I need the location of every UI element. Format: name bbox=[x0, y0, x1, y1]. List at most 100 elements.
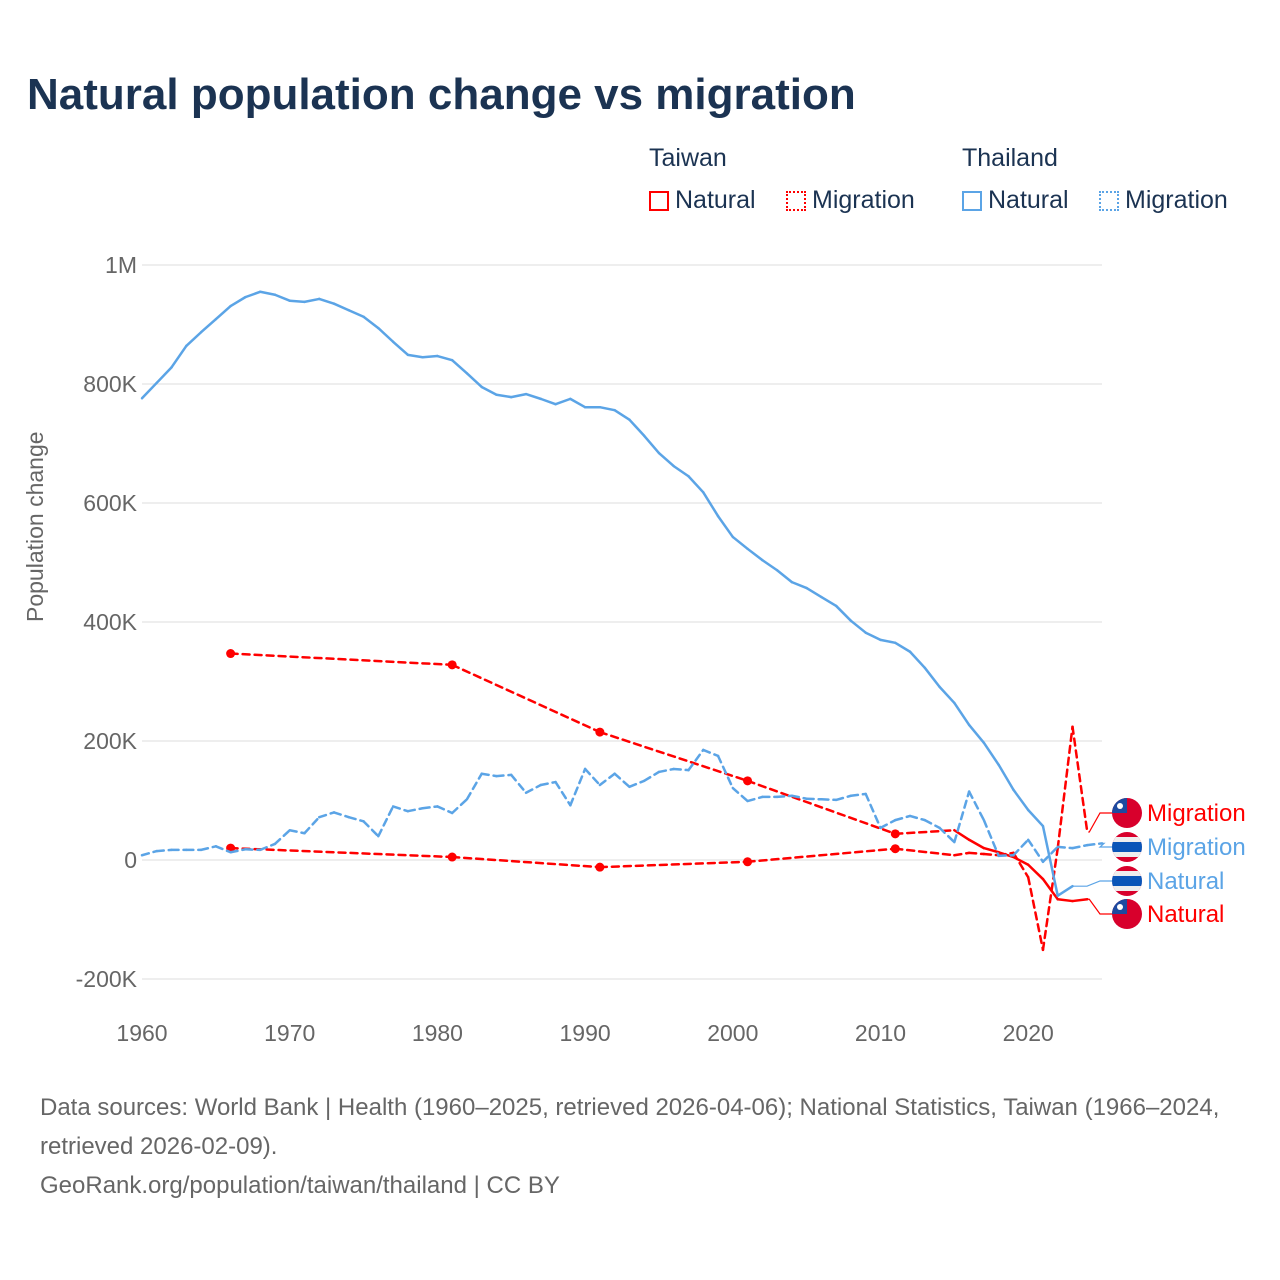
data-sources: Data sources: World Bank | Health (1960–… bbox=[40, 1094, 1220, 1160]
series-segment bbox=[214, 304, 232, 321]
chart-title: Natural population change vs migration bbox=[27, 70, 856, 119]
series-segment bbox=[1041, 846, 1059, 952]
series-segment bbox=[967, 851, 986, 856]
series-segment bbox=[923, 818, 941, 830]
series-segment bbox=[894, 814, 912, 822]
series-segment bbox=[229, 295, 247, 308]
series-segment bbox=[465, 772, 483, 801]
legend-taiwan-natural[interactable]: Natural bbox=[649, 186, 756, 215]
series-segment bbox=[185, 330, 203, 348]
series-segment bbox=[731, 786, 749, 803]
series-segment bbox=[362, 315, 380, 330]
series-segment bbox=[820, 798, 838, 802]
series-segment bbox=[805, 586, 823, 599]
series-segment bbox=[790, 580, 808, 590]
series-segment bbox=[524, 392, 543, 401]
solid-swatch-icon bbox=[962, 190, 982, 211]
y-tick-label: 800K bbox=[83, 371, 137, 397]
series-segment bbox=[140, 849, 159, 857]
series-segment bbox=[746, 547, 764, 562]
x-tick-label: 2020 bbox=[1003, 1020, 1054, 1046]
series-segment bbox=[953, 829, 971, 842]
series-segment bbox=[982, 741, 1000, 767]
series-segment bbox=[554, 397, 572, 406]
series-segment bbox=[967, 790, 986, 822]
series-segment bbox=[849, 619, 867, 634]
series-segment bbox=[982, 852, 1000, 857]
series-segment bbox=[805, 797, 823, 801]
series-segment bbox=[303, 815, 321, 835]
legend-thailand-migration[interactable]: Migration bbox=[1099, 186, 1228, 215]
y-tick-label: 600K bbox=[83, 490, 137, 516]
series-segment bbox=[465, 372, 483, 389]
series-segment bbox=[510, 392, 528, 399]
data-point bbox=[890, 844, 900, 854]
series-segment bbox=[834, 604, 853, 623]
series-segment bbox=[908, 814, 927, 822]
series-segment bbox=[598, 730, 749, 783]
series-segment bbox=[436, 354, 454, 362]
y-tick-label: 200K bbox=[83, 728, 137, 754]
series-segment bbox=[716, 754, 735, 790]
series-segment bbox=[258, 290, 277, 296]
end-label-thailand-natural: Natural bbox=[1073, 866, 1224, 896]
series-segment bbox=[1012, 788, 1030, 812]
leader-line bbox=[1088, 898, 1112, 915]
series-segment bbox=[967, 723, 986, 745]
series-segment bbox=[642, 770, 661, 783]
series-segment bbox=[229, 848, 247, 854]
series-segment bbox=[628, 779, 646, 789]
series-segment bbox=[288, 299, 306, 304]
series-segment bbox=[391, 340, 410, 357]
series-segment bbox=[598, 405, 616, 412]
series-taiwan-migration bbox=[226, 725, 1089, 952]
series-segment bbox=[569, 397, 587, 409]
x-tick-label: 1980 bbox=[412, 1020, 463, 1046]
series-segment bbox=[702, 748, 720, 758]
data-point bbox=[226, 649, 236, 659]
series-segment bbox=[790, 794, 808, 800]
data-point bbox=[447, 852, 457, 862]
credit-link[interactable]: GeoRank.org/population/taiwan/thailand |… bbox=[40, 1172, 560, 1199]
series-segment bbox=[347, 308, 365, 319]
series-segment bbox=[820, 595, 838, 608]
legend-group-thailand: Thailand bbox=[962, 144, 1058, 172]
series-segment bbox=[938, 685, 956, 705]
series-segment bbox=[332, 302, 351, 312]
legend-thailand-natural[interactable]: Natural bbox=[962, 186, 1069, 215]
dotted-swatch-icon bbox=[786, 190, 806, 211]
flag-blue bbox=[1112, 876, 1142, 886]
series-segment bbox=[273, 293, 291, 302]
series-segment bbox=[317, 297, 336, 305]
series-segment bbox=[672, 767, 690, 772]
series-segment bbox=[657, 767, 675, 774]
x-tick-label: 1970 bbox=[264, 1020, 315, 1046]
series-segment bbox=[997, 763, 1015, 792]
series-segment bbox=[332, 811, 351, 819]
series-segment bbox=[480, 385, 498, 396]
legend-label: Migration bbox=[1125, 186, 1228, 214]
footer: Data sources: World Bank | Health (1960–… bbox=[40, 1088, 1250, 1205]
series-segment bbox=[746, 779, 897, 836]
series-segment bbox=[317, 811, 336, 819]
series-segment bbox=[672, 464, 690, 478]
series-segment bbox=[288, 829, 306, 835]
series-segment bbox=[687, 474, 705, 494]
series-segment bbox=[1041, 824, 1059, 897]
series-segment bbox=[1071, 725, 1089, 834]
series-segment bbox=[495, 773, 513, 778]
series-thailand-natural bbox=[140, 290, 1074, 897]
leader-line bbox=[1088, 812, 1112, 833]
series-segment bbox=[613, 408, 631, 421]
solid-swatch-icon bbox=[649, 190, 669, 211]
series-segment bbox=[539, 780, 557, 787]
series-segment bbox=[908, 650, 927, 670]
series-segment bbox=[421, 805, 439, 810]
legend-taiwan-migration[interactable]: Migration bbox=[786, 186, 915, 215]
series-segment bbox=[864, 631, 882, 642]
legend-label: Migration bbox=[812, 186, 915, 214]
series-segment bbox=[273, 829, 291, 846]
series-segment bbox=[421, 354, 439, 359]
series-segment bbox=[894, 641, 912, 653]
series-segment bbox=[953, 701, 971, 727]
